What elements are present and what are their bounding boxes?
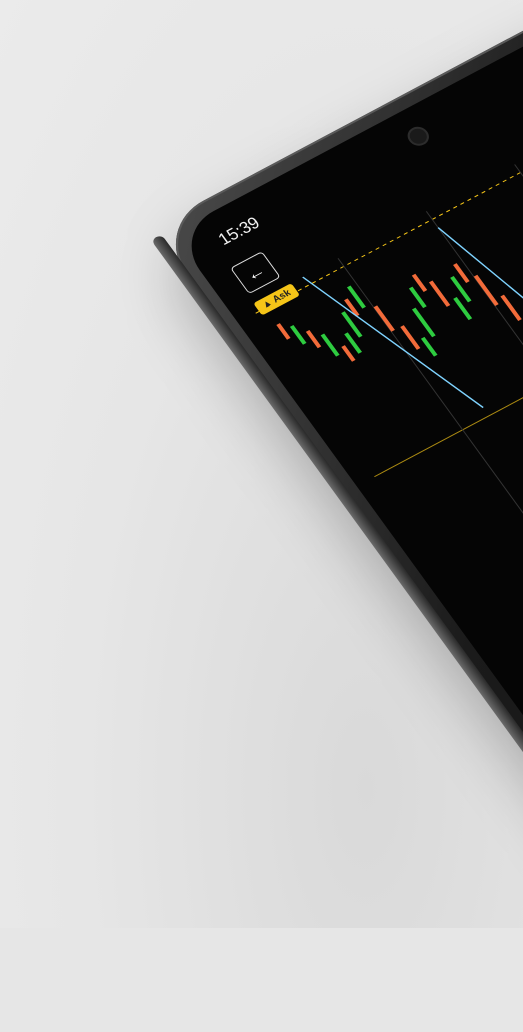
candle	[453, 263, 470, 283]
candle	[428, 280, 451, 307]
candle	[373, 305, 395, 332]
trend-line	[302, 276, 484, 409]
candle	[453, 297, 473, 321]
candle	[305, 330, 322, 349]
trend-line	[437, 227, 523, 380]
phone-body: 15:39 ▼ ▮ ← ▲ Ask 1.10100 1.09950 1.1000…	[150, 0, 523, 1029]
candle	[320, 333, 340, 357]
level-line	[374, 288, 523, 478]
candle	[341, 345, 356, 362]
candle	[420, 336, 438, 357]
candle	[289, 324, 307, 345]
status-time: 15:39	[214, 213, 264, 249]
candlestick-chart[interactable]	[250, 117, 523, 566]
candle	[411, 307, 436, 338]
candle	[473, 274, 499, 307]
phone-screen: 15:39 ▼ ▮ ← ▲ Ask 1.10100 1.09950 1.1000…	[172, 1, 523, 1011]
candles	[276, 263, 522, 362]
candle	[411, 273, 428, 292]
candle	[344, 332, 362, 354]
candle	[344, 298, 360, 317]
candle	[408, 286, 427, 309]
arrow-left-icon: ←	[241, 259, 270, 285]
candle	[450, 275, 472, 303]
candle	[346, 285, 366, 309]
grid-line	[337, 257, 523, 520]
candle	[400, 325, 421, 350]
front-camera	[403, 123, 434, 150]
candle	[341, 311, 363, 338]
back-button[interactable]: ←	[230, 251, 281, 295]
candle	[276, 323, 291, 340]
phone-mockup: 15:39 ▼ ▮ ← ▲ Ask 1.10100 1.09950 1.1000…	[150, 0, 523, 1029]
grid-line	[425, 211, 523, 473]
candle	[500, 294, 522, 321]
